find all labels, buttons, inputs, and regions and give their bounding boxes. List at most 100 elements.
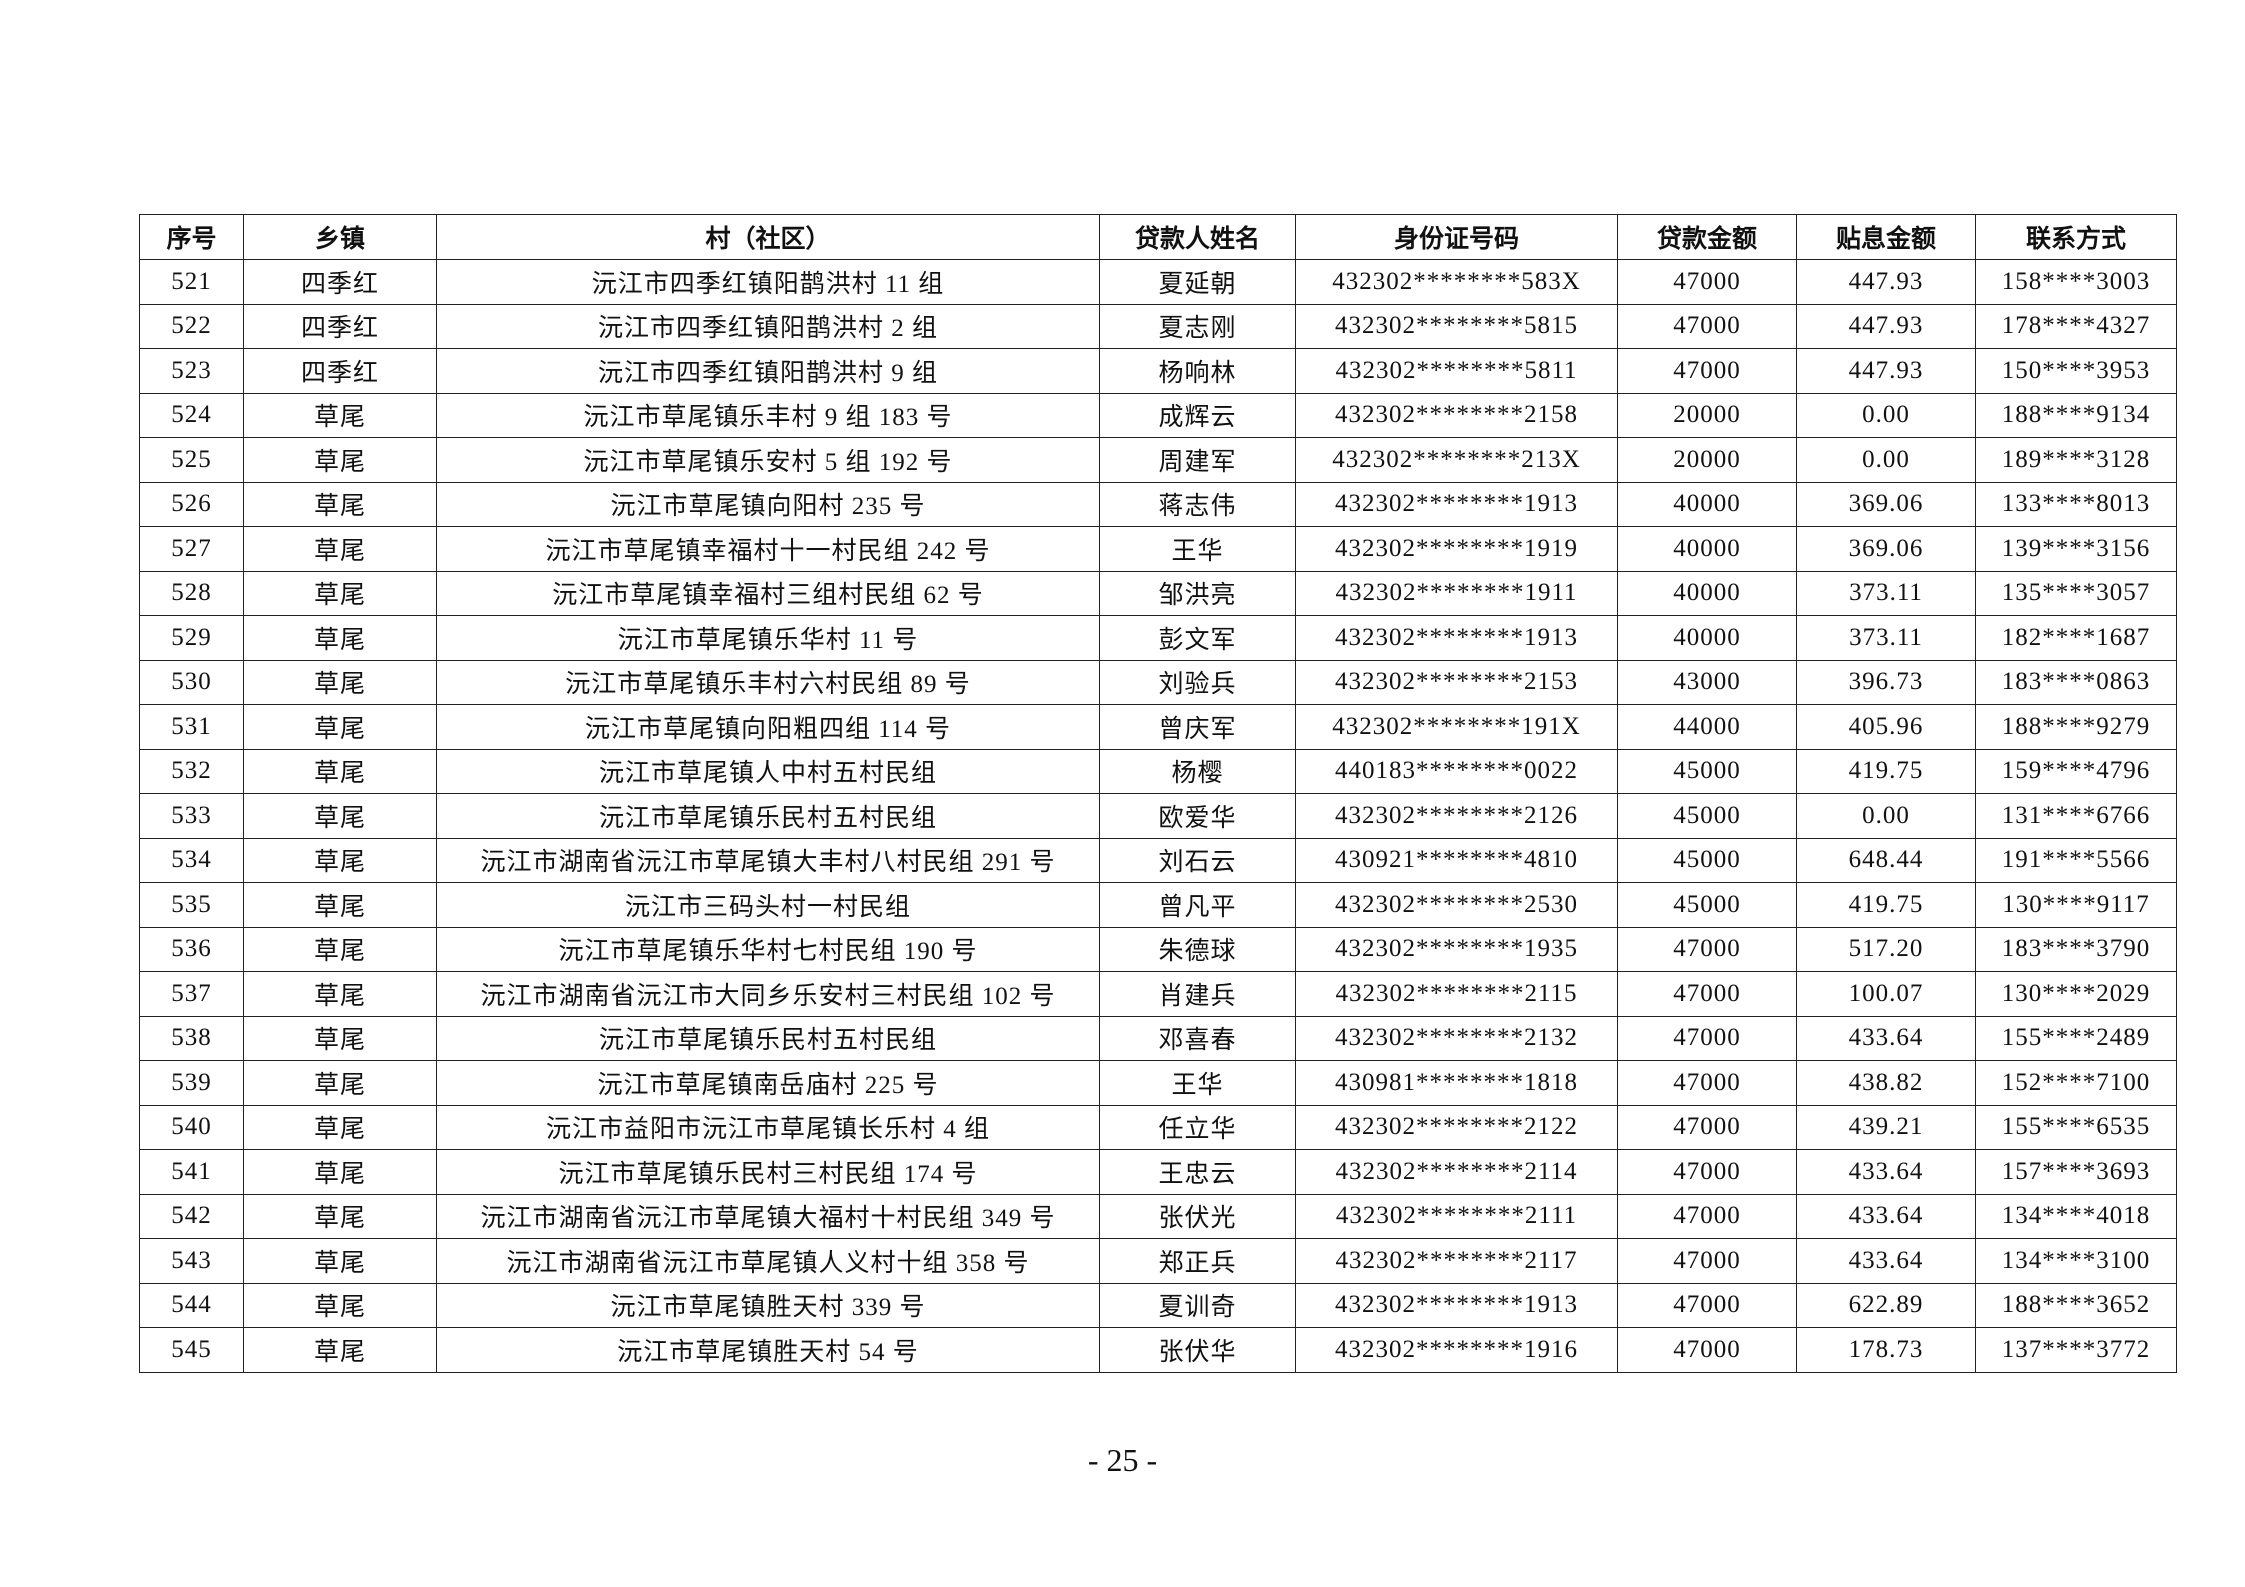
cell-loan-amount: 20000 [1617,437,1797,483]
table-row: 528 草尾 沅江市草尾镇幸福村三组村民组 62 号邹洪亮 432302*******… [139,570,2177,616]
cell-seq: 521 [139,259,244,305]
cell-village: 沅江市草尾镇乐民村五村民组 [436,1015,1100,1061]
cell-loan-amount: 45000 [1617,748,1797,794]
cell-village: 沅江市草尾镇幸福村十一村民组 242 号 [436,526,1100,572]
cell-interest-subsidy: 373.11 [1796,615,1976,661]
cell-township: 草尾 [243,437,437,483]
table-row: 536 草尾 沅江市草尾镇乐华村七村民组 190 号朱德球 432302*******… [139,926,2177,972]
table-row: 541 草尾 沅江市草尾镇乐民村三村民组 174 号王忠云 432302*******… [139,1149,2177,1195]
cell-village: 沅江市草尾镇向阳村 235 号 [436,481,1100,527]
cell-interest-subsidy: 100.07 [1796,971,1976,1017]
cell-interest-subsidy: 517.20 [1796,926,1976,972]
cell-contact: 182****1687 [1975,615,2177,661]
cell-township: 四季红 [243,348,437,394]
cell-interest-subsidy: 373.11 [1796,570,1976,616]
cell-loan-amount: 47000 [1617,1015,1797,1061]
cell-interest-subsidy: 0.00 [1796,793,1976,839]
cell-borrower-name: 郑正兵 [1099,1238,1296,1284]
cell-township: 草尾 [243,570,437,616]
cell-id-number: 432302********2122 [1295,1104,1618,1150]
cell-village: 沅江市草尾镇乐华村 11 号 [436,615,1100,661]
cell-id-number: 432302********1913 [1295,1282,1618,1328]
cell-borrower-name: 刘验兵 [1099,659,1296,705]
cell-township: 四季红 [243,259,437,305]
cell-loan-amount: 47000 [1617,1238,1797,1284]
cell-contact: 139****3156 [1975,526,2177,572]
cell-seq: 525 [139,437,244,483]
cell-seq: 537 [139,971,244,1017]
cell-interest-subsidy: 396.73 [1796,659,1976,705]
cell-village: 沅江市草尾镇乐安村 5 组 192 号 [436,437,1100,483]
cell-interest-subsidy: 447.93 [1796,303,1976,349]
cell-id-number: 432302********1916 [1295,1327,1618,1373]
cell-interest-subsidy: 419.75 [1796,882,1976,928]
cell-id-number: 432302********191X [1295,704,1618,750]
cell-id-number: 432302********1919 [1295,526,1618,572]
cell-township: 草尾 [243,615,437,661]
header-interest-subsidy: 贴息金额 [1796,214,1976,260]
table-row: 538 草尾 沅江市草尾镇乐民村五村民组 邓喜春 432302********2132 4… [139,1015,2177,1061]
cell-contact: 188****9134 [1975,392,2177,438]
cell-township: 草尾 [243,882,437,928]
cell-village: 沅江市湖南省沅江市草尾镇大丰村八村民组 291 号 [436,837,1100,883]
cell-seq: 536 [139,926,244,972]
cell-contact: 157****3693 [1975,1149,2177,1195]
cell-id-number: 432302********2530 [1295,882,1618,928]
cell-borrower-name: 曾庆军 [1099,704,1296,750]
cell-id-number: 432302********2158 [1295,392,1618,438]
cell-borrower-name: 杨响林 [1099,348,1296,394]
cell-loan-amount: 47000 [1617,259,1797,305]
cell-id-number: 440183********0022 [1295,748,1618,794]
cell-contact: 183****0863 [1975,659,2177,705]
cell-id-number: 432302********2115 [1295,971,1618,1017]
cell-village: 沅江市草尾镇胜天村 54 号 [436,1327,1100,1373]
cell-loan-amount: 47000 [1617,1060,1797,1106]
cell-contact: 178****4327 [1975,303,2177,349]
cell-seq: 533 [139,793,244,839]
cell-contact: 133****8013 [1975,481,2177,527]
cell-borrower-name: 夏训奇 [1099,1282,1296,1328]
cell-township: 草尾 [243,1238,437,1284]
cell-id-number: 432302********1913 [1295,615,1618,661]
cell-township: 草尾 [243,1060,437,1106]
table-row: 522 四季红 沅江市四季红镇阳鹊洪村 2 组夏志刚 432302********58… [139,303,2177,349]
table-row: 521 四季红 沅江市四季红镇阳鹊洪村 11 组夏延朝 432302********5… [139,259,2177,305]
cell-township: 草尾 [243,526,437,572]
cell-village: 沅江市四季红镇阳鹊洪村 2 组 [436,303,1100,349]
cell-township: 草尾 [243,1149,437,1195]
cell-loan-amount: 40000 [1617,615,1797,661]
cell-contact: 155****2489 [1975,1015,2177,1061]
cell-interest-subsidy: 0.00 [1796,437,1976,483]
header-contact: 联系方式 [1975,214,2177,260]
cell-contact: 131****6766 [1975,793,2177,839]
cell-contact: 130****2029 [1975,971,2177,1017]
cell-seq: 522 [139,303,244,349]
header-id-number: 身份证号码 [1295,214,1618,260]
cell-contact: 150****3953 [1975,348,2177,394]
table-row: 524 草尾 沅江市草尾镇乐丰村 9 组 183 号成辉云 432302*******… [139,392,2177,438]
table-row: 525 草尾 沅江市草尾镇乐安村 5 组 192 号周建军 432302*******… [139,437,2177,483]
cell-village: 沅江市湖南省沅江市草尾镇大福村十村民组 349 号 [436,1193,1100,1239]
cell-loan-amount: 47000 [1617,303,1797,349]
cell-interest-subsidy: 433.64 [1796,1193,1976,1239]
table-row: 540 草尾 沅江市益阳市沅江市草尾镇长乐村 4 组任立华 432302*******… [139,1104,2177,1150]
table-row: 544 草尾 沅江市草尾镇胜天村 339 号夏训奇 432302********191… [139,1282,2177,1328]
cell-seq: 534 [139,837,244,883]
cell-township: 草尾 [243,1104,437,1150]
cell-township: 草尾 [243,793,437,839]
cell-seq: 530 [139,659,244,705]
cell-borrower-name: 王忠云 [1099,1149,1296,1195]
cell-loan-amount: 47000 [1617,348,1797,394]
table-row: 526 草尾 沅江市草尾镇向阳村 235 号蒋志伟 432302********191… [139,481,2177,527]
cell-seq: 528 [139,570,244,616]
table-row: 537 草尾 沅江市湖南省沅江市大同乡乐安村三村民组 102 号肖建兵 432302*… [139,971,2177,1017]
cell-contact: 135****3057 [1975,570,2177,616]
table-row: 523 四季红 沅江市四季红镇阳鹊洪村 9 组杨响林 432302********58… [139,348,2177,394]
cell-village: 沅江市草尾镇乐丰村六村民组 89 号 [436,659,1100,705]
cell-id-number: 432302********2126 [1295,793,1618,839]
cell-borrower-name: 张伏光 [1099,1193,1296,1239]
cell-seq: 543 [139,1238,244,1284]
cell-village: 沅江市益阳市沅江市草尾镇长乐村 4 组 [436,1104,1100,1150]
header-village: 村（社区） [436,214,1100,260]
header-seq: 序号 [139,214,244,260]
